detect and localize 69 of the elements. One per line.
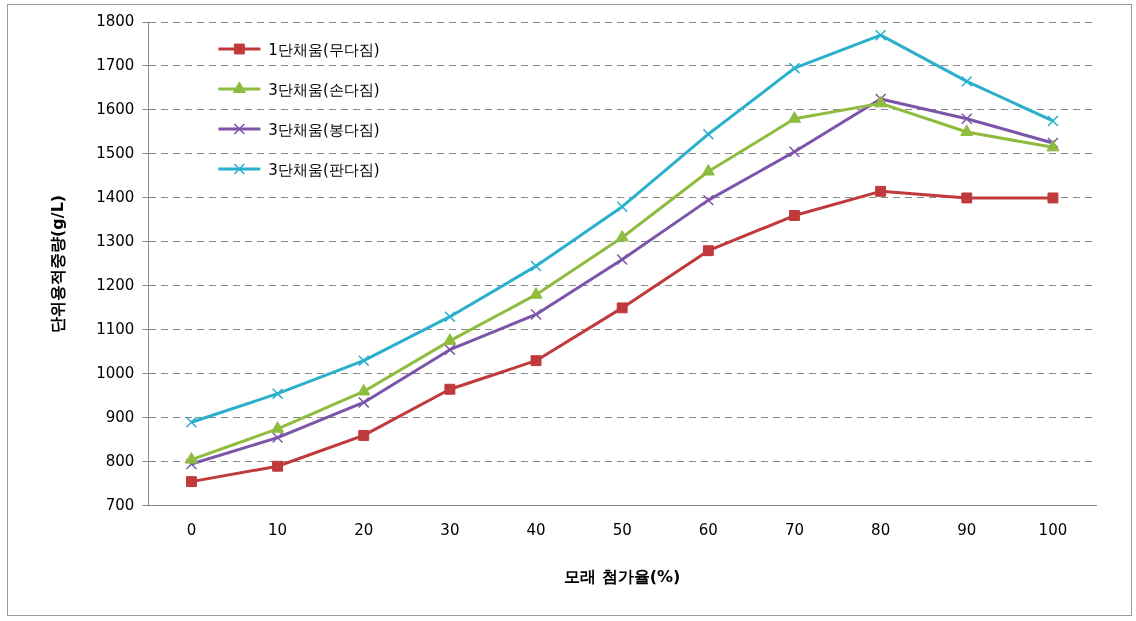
y-tick-label: 1500: [96, 143, 135, 162]
y-tick-label: 1200: [96, 275, 135, 294]
point: [529, 287, 543, 299]
legend-label: 3단채움(손다짐): [268, 80, 380, 99]
point: [358, 354, 370, 367]
x-tick-label: 10: [268, 520, 288, 539]
y-tick-label: 1400: [96, 187, 135, 206]
point: [185, 458, 198, 470]
point: [874, 29, 887, 41]
point: [701, 164, 715, 176]
x-tick-label: 100: [1038, 520, 1068, 539]
point: [530, 355, 542, 367]
y-tick-label: 900: [105, 407, 135, 426]
legend-label: 1단채움(무다짐): [268, 40, 380, 59]
point: [788, 146, 801, 158]
point: [358, 396, 370, 409]
x-tick-label: 50: [612, 520, 632, 539]
point: [443, 333, 457, 345]
point: [444, 383, 456, 395]
y-tick-label: 1700: [96, 55, 135, 74]
point: [702, 245, 714, 257]
point: [702, 194, 715, 206]
x-tick-label: 80: [871, 520, 891, 539]
y-tick-label: 1000: [96, 363, 135, 382]
x-tick-label: 40: [526, 520, 546, 539]
point: [702, 128, 715, 140]
point: [789, 210, 800, 221]
point: [787, 111, 802, 123]
x-tick-label: 70: [784, 520, 805, 539]
point: [357, 383, 371, 396]
y-tick-label: 1300: [96, 231, 135, 250]
point: [1047, 115, 1059, 127]
x-tick-label: 20: [354, 520, 374, 539]
point: [186, 476, 197, 488]
y-tick-label: 1800: [96, 11, 135, 30]
point: [788, 62, 801, 74]
point: [615, 230, 629, 242]
x-axis-title: 모래 첨가율(%): [564, 566, 681, 586]
x-tick-label: 0: [186, 520, 197, 539]
legend-label: 3단채움(봉다짐): [268, 120, 380, 139]
point: [616, 253, 628, 266]
y-tick-label: 1100: [96, 319, 135, 338]
point: [444, 310, 456, 323]
point: [960, 124, 974, 136]
y-axis-title: 단위용적중량(g/L): [47, 194, 67, 333]
point: [271, 431, 284, 444]
point: [1047, 192, 1059, 204]
point: [875, 185, 887, 197]
point: [184, 452, 199, 464]
point: [530, 260, 542, 272]
point: [961, 113, 973, 125]
point: [616, 201, 628, 213]
point: [530, 308, 542, 321]
legend-label: 3단채움(판다짐): [268, 160, 380, 179]
x-tick-label: 90: [957, 520, 977, 539]
y-tick-label: 700: [105, 495, 135, 514]
y-tick-label: 800: [105, 451, 135, 470]
y-tick-label: 1600: [96, 99, 135, 118]
point: [185, 416, 198, 428]
point: [272, 460, 284, 472]
point: [961, 192, 973, 204]
point: [961, 75, 973, 88]
point: [271, 421, 285, 433]
x-tick-label: 30: [440, 520, 460, 539]
point: [444, 343, 456, 356]
point: [271, 387, 284, 400]
point: [358, 429, 370, 441]
point: [616, 302, 628, 314]
x-tick-label: 60: [698, 520, 718, 539]
